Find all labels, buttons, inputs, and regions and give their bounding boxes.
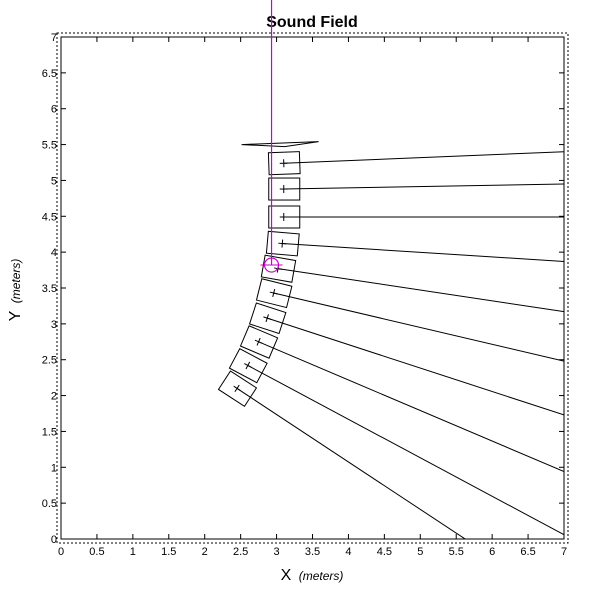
x-tick-label: 5.5 <box>449 546 464 558</box>
x-axis-label: X (meters) <box>281 567 344 584</box>
x-tick-label: 4.5 <box>377 546 392 558</box>
y-tick-label: 1 <box>51 462 57 474</box>
x-tick-label: 0 <box>58 546 64 558</box>
x-axis-label-unit: (meters) <box>299 569 344 583</box>
y-tick-label: 7 <box>51 32 57 44</box>
y-tick-label: 5.5 <box>42 140 57 152</box>
y-tick-label: 3 <box>51 319 57 331</box>
y-tick-label: 0.5 <box>42 498 57 510</box>
x-tick-label: 2.5 <box>233 546 248 558</box>
x-tick-label: 0.5 <box>89 546 104 558</box>
x-tick-label: 6.5 <box>520 546 535 558</box>
x-tick-label: 4 <box>345 546 351 558</box>
y-axis-label: Y (meters) <box>7 259 24 322</box>
x-tick-label: 3 <box>274 546 280 558</box>
y-tick-label: 0 <box>51 534 57 546</box>
y-tick-label: 6.5 <box>42 68 57 80</box>
x-tick-label: 1 <box>130 546 136 558</box>
x-tick-label: 7 <box>561 546 567 558</box>
y-tick-label: 4 <box>51 247 57 259</box>
plot-area <box>61 37 564 539</box>
x-axis-label-text: X <box>281 567 292 584</box>
y-tick-label: 5 <box>51 175 57 187</box>
x-tick-label: 1.5 <box>161 546 176 558</box>
y-tick-label: 1.5 <box>42 426 57 438</box>
y-axis-label-unit: (meters) <box>9 259 23 304</box>
y-tick-label: 3.5 <box>42 283 57 295</box>
y-tick-label: 6 <box>51 104 57 116</box>
x-tick-label: 2 <box>202 546 208 558</box>
y-axis-label-text: Y <box>7 310 24 321</box>
x-tick-label: 3.5 <box>305 546 320 558</box>
y-tick-label: 4.5 <box>42 211 57 223</box>
y-tick-label: 2.5 <box>42 355 57 367</box>
chart-title: Sound Field <box>266 14 358 31</box>
array-element-cross-v <box>282 240 283 248</box>
y-tick-label: 2 <box>51 391 57 403</box>
x-tick-label: 6 <box>489 546 495 558</box>
x-tick-label: 5 <box>417 546 423 558</box>
